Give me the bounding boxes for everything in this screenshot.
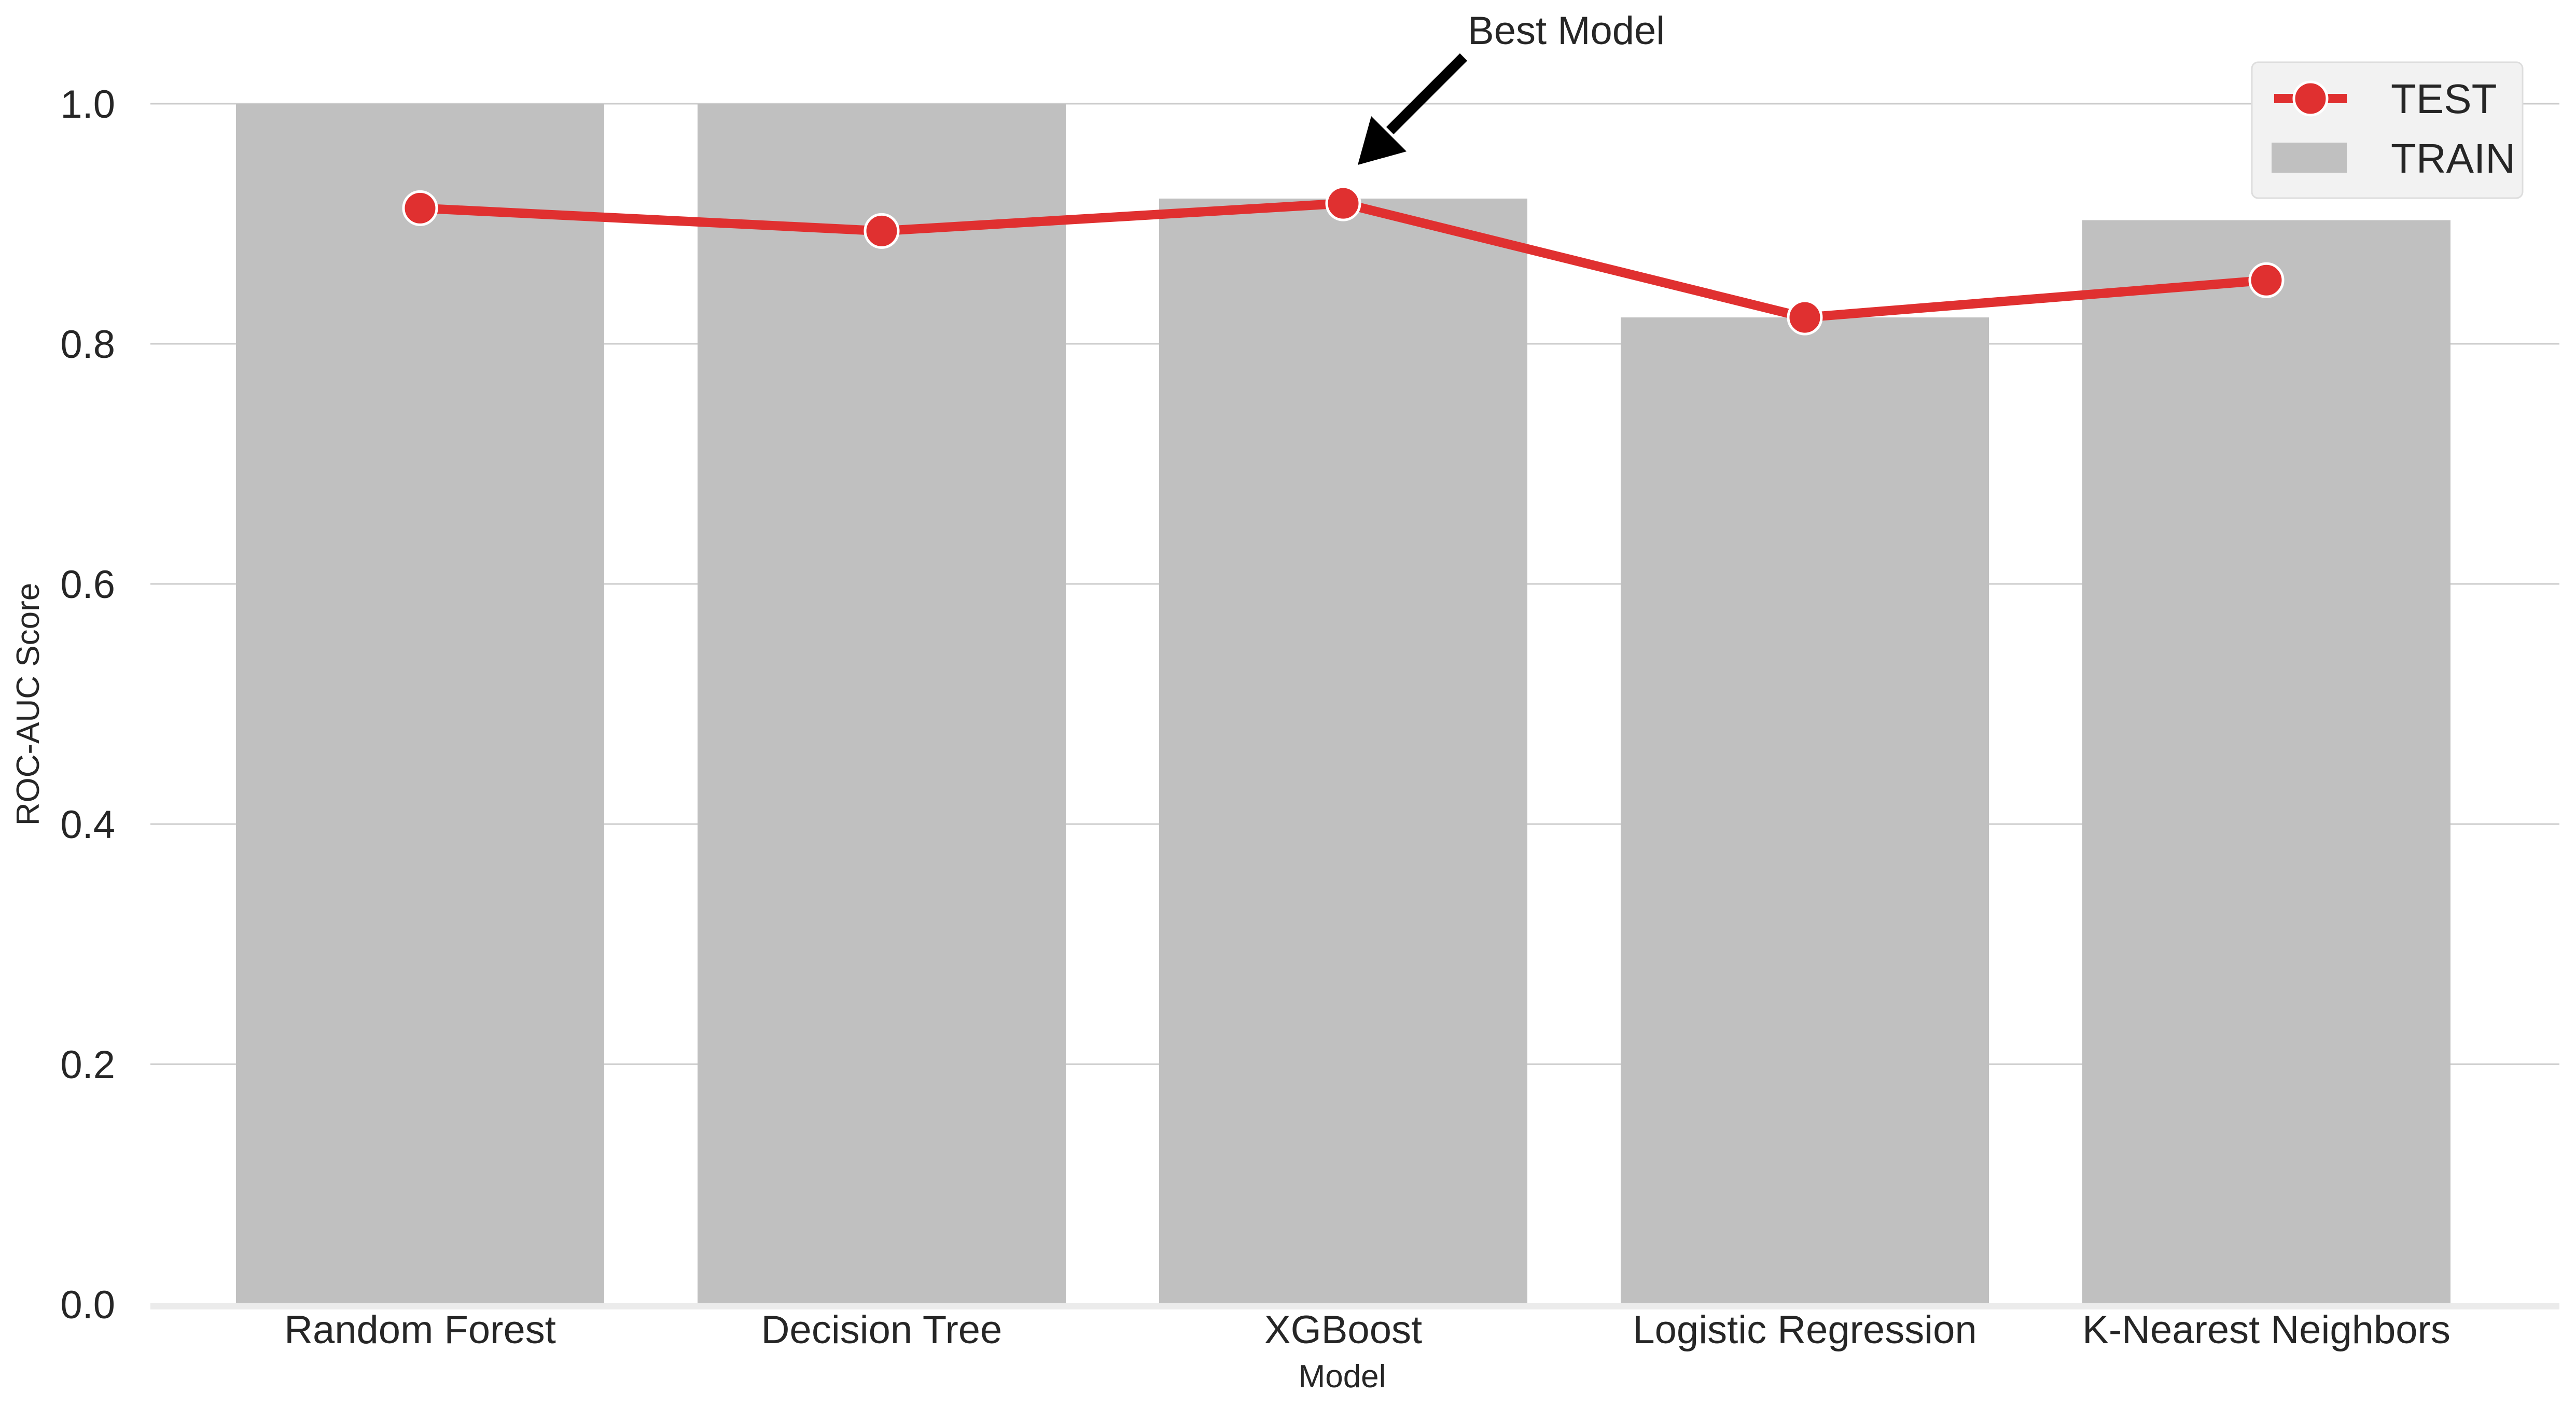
annotation-text: Best Model [1468, 9, 1665, 53]
annotation-arrow-head [1358, 116, 1407, 165]
train-bar [1621, 317, 1989, 1304]
train-bar [698, 104, 1066, 1304]
y-tick-label: 0.6 [60, 563, 115, 607]
legend-test-marker-icon [2292, 80, 2329, 117]
legend-train-label: TRAIN [2391, 135, 2515, 182]
legend-test-label: TEST [2391, 76, 2497, 122]
legend: TEST TRAIN [2251, 61, 2524, 199]
test-line [402, 185, 2285, 336]
y-tick-label: 0.8 [60, 323, 115, 367]
test-point [864, 213, 900, 249]
x-tick-label: Random Forest [284, 1308, 556, 1352]
x-tick-label: Decision Tree [761, 1308, 1002, 1352]
test-point [2248, 262, 2285, 298]
test-point [402, 190, 438, 226]
y-axis-label: ROC-AUC Score [10, 583, 46, 826]
x-tick-label: XGBoost [1264, 1308, 1422, 1352]
y-tick-label: 0.2 [60, 1043, 115, 1087]
x-tick-label: Logistic Regression [1633, 1308, 1976, 1352]
test-point [1325, 185, 1361, 221]
x-axis-label: Model [1299, 1359, 1386, 1395]
y-tick-label: 1.0 [60, 82, 115, 127]
legend-train-swatch-icon [2272, 143, 2347, 173]
y-tick-label: 0.0 [60, 1283, 115, 1327]
best-model-annotation: Best Model [1358, 9, 1665, 165]
x-tick-label: K-Nearest Neighbors [2082, 1308, 2450, 1352]
train-bar [236, 104, 604, 1304]
train-bars [236, 104, 2450, 1305]
train-bar [2082, 220, 2450, 1305]
test-point [1787, 299, 1823, 336]
y-axis-ticks: 0.0 0.2 0.4 0.6 0.8 1.0 [60, 82, 115, 1327]
y-tick-label: 0.4 [60, 803, 115, 847]
x-axis-ticks: Random Forest Decision Tree XGBoost Logisti… [284, 1308, 2450, 1352]
train-bar [1159, 198, 1527, 1304]
annotation-arrow-shaft [1386, 53, 1468, 135]
